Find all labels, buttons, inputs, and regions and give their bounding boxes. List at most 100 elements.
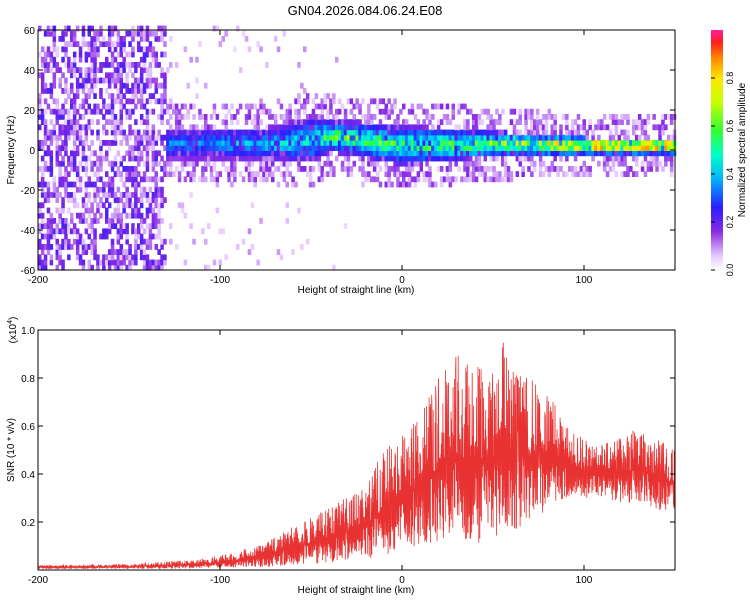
spectrogram-cell xyxy=(506,140,511,146)
spectrogram-cell xyxy=(139,244,144,250)
spectrogram-cell xyxy=(568,129,572,136)
spectrogram-cell xyxy=(142,103,147,110)
spectrogram-cell xyxy=(134,77,138,84)
spectrogram-cell xyxy=(276,181,281,188)
spectrogram-cell xyxy=(495,140,499,146)
spectrogram-cell xyxy=(466,176,470,183)
spectrogram-cell xyxy=(559,124,563,131)
spectrogram-cell xyxy=(137,150,141,157)
spectrogram-cell xyxy=(419,103,424,110)
spectrogram-cell xyxy=(337,98,342,105)
spectrogram-cell xyxy=(346,129,351,136)
spectrogram-cell xyxy=(43,134,48,141)
spectrogram-cell xyxy=(410,124,415,131)
spectrogram-cell xyxy=(527,134,531,141)
spectrogram-cell xyxy=(527,114,531,120)
spectrogram-cell xyxy=(471,166,476,172)
spectrogram-cell xyxy=(87,41,92,47)
spectrogram-cell xyxy=(265,176,269,183)
spectrogram-cell xyxy=(340,124,345,131)
spectrogram-cell xyxy=(297,98,301,105)
spectrogram-cell xyxy=(46,51,51,58)
spectrogram-cell xyxy=(585,145,590,151)
spectrogram-cell xyxy=(597,124,601,131)
spectrogram-cell xyxy=(64,233,68,240)
spectrogram-cell xyxy=(64,166,68,172)
spectrogram-cell xyxy=(160,82,164,89)
spectrogram-cell xyxy=(72,223,77,229)
spectrogram-cell xyxy=(428,145,432,151)
spectrogram-cell xyxy=(49,134,54,141)
spectrogram-cell xyxy=(49,119,54,125)
spectrogram-cell xyxy=(579,140,584,146)
spectrogram-cell xyxy=(428,114,432,120)
spectrogram-cell xyxy=(544,145,549,151)
spectrogram-cell xyxy=(49,228,54,235)
spectrogram-cell xyxy=(669,145,674,151)
spectrogram-cell xyxy=(78,114,83,120)
spectrogram-cell xyxy=(195,160,199,167)
spectrogram-cell xyxy=(486,114,490,120)
snr-series xyxy=(37,342,676,570)
spectrogram-cell xyxy=(509,134,514,141)
spectrogram-cell xyxy=(358,166,362,172)
spectrogram-cell xyxy=(268,155,272,162)
spectrogram-cell xyxy=(381,140,386,146)
spectrogram-cell xyxy=(538,155,543,162)
spectrogram-cell xyxy=(454,145,458,151)
spectrogram-cell xyxy=(221,145,226,151)
spectrogram-cell xyxy=(93,171,97,177)
spectrogram-cell xyxy=(390,103,394,110)
spectrogram-cell xyxy=(361,171,365,177)
spectrogram-cell xyxy=(61,145,65,151)
spectrogram-cell xyxy=(291,181,295,188)
spectrogram-cell xyxy=(148,72,153,79)
spectrogram-cell xyxy=(247,108,252,115)
spectrogram-cell xyxy=(75,67,80,73)
spectrogram-cell xyxy=(404,160,409,167)
spectrogram-cell xyxy=(378,140,383,146)
spectrogram-cell xyxy=(655,166,659,172)
spectrogram-cell xyxy=(84,72,89,79)
spectrogram-cell xyxy=(323,150,327,157)
spectrogram-cell xyxy=(137,233,141,240)
spectrogram-cell xyxy=(518,114,523,120)
spectrogram-cell xyxy=(84,134,89,141)
spectrogram-cell xyxy=(160,197,164,203)
spectrogram-cell xyxy=(573,171,578,177)
spectrogram-cell xyxy=(72,129,77,136)
spectrogram-cell xyxy=(177,134,182,141)
spectrogram-cell xyxy=(652,124,656,131)
spectrogram-cell xyxy=(390,124,394,131)
spectrogram-cell xyxy=(326,150,330,157)
spectrogram-cell xyxy=(294,114,298,120)
spectrogram-cell xyxy=(372,140,377,146)
spectrogram-cell xyxy=(524,119,528,125)
spectrogram-cell xyxy=(335,119,339,125)
spectrogram-cell xyxy=(279,145,284,151)
spectrogram-cell xyxy=(40,259,45,266)
spectrogram-cell xyxy=(582,124,587,131)
spectrogram-cell xyxy=(125,197,129,203)
spectrogram-cell xyxy=(402,103,406,110)
spectrogram-cell xyxy=(419,129,424,136)
spectrogram-cell xyxy=(384,114,389,120)
spectrogram-cell xyxy=(396,129,400,136)
spectrogram-cell xyxy=(419,140,424,146)
spectrogram-cell xyxy=(399,134,403,141)
spectrogram-cell xyxy=(358,103,362,110)
spectrogram-cell xyxy=(297,155,301,162)
spectrogram-cell xyxy=(151,140,156,146)
spectrogram-cell xyxy=(87,30,92,37)
spectrogram-cell xyxy=(241,129,246,136)
spectrogram-cell xyxy=(87,67,92,73)
spectrogram-cell xyxy=(142,186,147,193)
spectrogram-cell xyxy=(416,124,421,131)
spectrogram-cell xyxy=(119,103,124,110)
spectrogram-cell xyxy=(346,98,351,105)
spectrogram-cell xyxy=(131,171,135,177)
spectrogram-cell xyxy=(105,233,109,240)
spectrogram-cell xyxy=(38,25,42,32)
spectrogram-cell xyxy=(276,155,281,162)
spectrogram-cell xyxy=(422,124,426,131)
